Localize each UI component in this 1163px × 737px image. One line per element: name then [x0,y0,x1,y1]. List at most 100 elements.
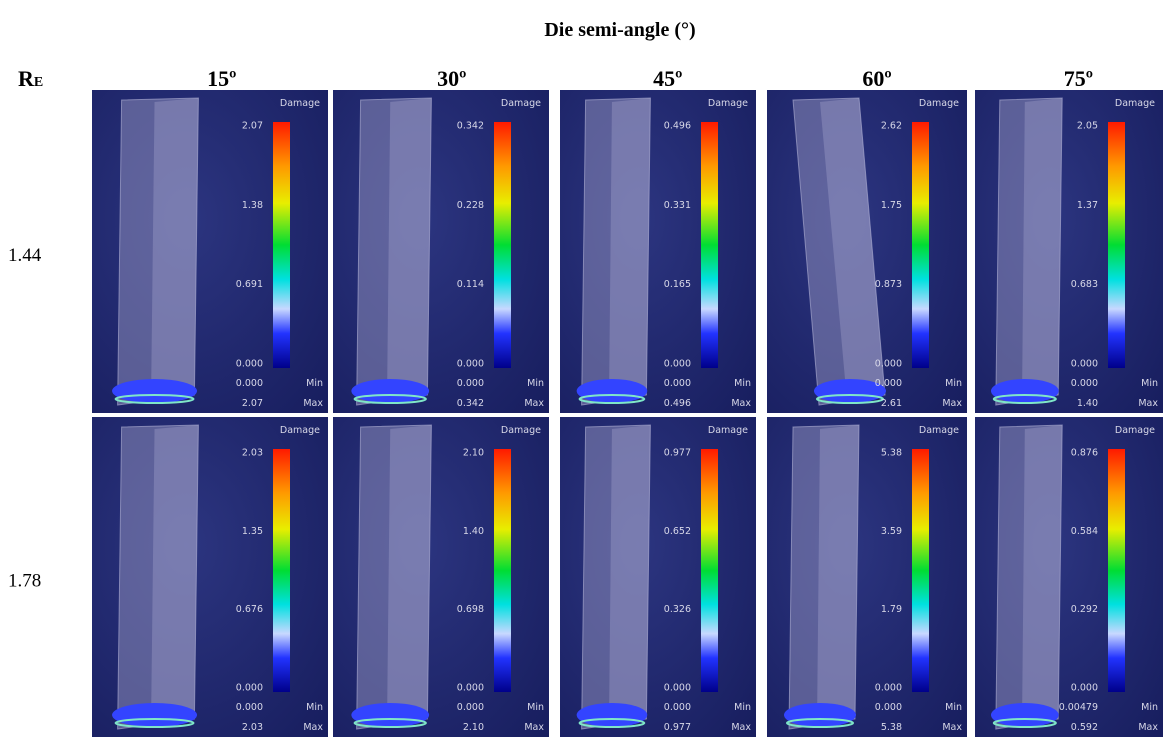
legend-tick-label: 0.000 [457,359,484,370]
max-value: 0.496 [664,398,691,409]
specimen-face [817,425,859,725]
legend-tick-label: 0.000 [1071,359,1098,370]
max-value: 1.40 [1077,398,1098,409]
column-header: 15º [207,66,236,91]
legend-tick-label: 0.676 [236,604,263,615]
legend-title: Damage [708,425,748,436]
max-label: Max [1138,398,1158,409]
max-label: Max [942,722,962,733]
max-label: Max [303,722,323,733]
color-bar [494,122,511,368]
legend-tick-label: 0.000 [875,683,902,694]
damage-zone [577,703,648,727]
max-label: Max [524,722,544,733]
max-label: Max [524,398,544,409]
damage-zone [351,703,429,727]
column-header: 60º [862,66,891,91]
min-label: Min [306,702,323,713]
legend-tick-label: 0.165 [664,279,691,290]
max-value: 0.977 [664,722,691,733]
max-value: 0.592 [1071,722,1098,733]
figure-title: Die semi-angle (°) [544,19,695,41]
legend-tick-label: 0.326 [664,604,691,615]
column-header: 45º [653,66,682,91]
legend-tick-label: 0.228 [457,200,484,211]
legend-tick-label: 0.292 [1071,604,1098,615]
legend-tick-label: 1.75 [881,200,902,211]
min-label: Min [306,378,323,389]
max-value: 2.61 [881,398,902,409]
legend-tick-label: 2.05 [1077,121,1098,132]
max-label: Max [731,398,751,409]
color-bar [1108,449,1125,692]
damage-zone [112,703,197,727]
legend-tick-label: 0.000 [236,359,263,370]
legend-title: Damage [1115,98,1155,109]
max-value: 0.342 [457,398,484,409]
damage-zone [991,379,1059,403]
specimen-face [387,98,431,401]
legend-tick-label: 0.114 [457,279,484,290]
legend-tick-label: 0.496 [664,121,691,132]
specimen-face [1022,425,1062,725]
legend-tick-label: 2.10 [463,448,484,459]
max-label: Max [731,722,751,733]
max-value: 2.07 [242,398,263,409]
legend-title: Damage [919,98,959,109]
min-value: 0.000 [875,702,902,713]
legend-title: Damage [501,425,541,436]
simulation-panel: Damage 0.342 0.228 0.114 0.000 0.000 Min 0.342 M… [333,90,549,413]
legend-tick-label: 0.683 [1071,279,1098,290]
row-header: RE [18,66,43,91]
specimen-face [1022,98,1062,401]
max-value: 2.03 [242,722,263,733]
min-label: Min [945,702,962,713]
min-label: Min [734,378,751,389]
min-value: 0.000 [1071,378,1098,389]
row-header-main: R [18,66,35,91]
legend-tick-label: 2.62 [881,121,902,132]
legend-tick-label: 1.35 [242,526,263,537]
damage-zone [577,379,648,403]
color-bar [912,122,929,368]
color-bar [701,449,718,692]
legend-tick-label: 1.38 [242,200,263,211]
min-value: 0.000 [457,378,484,389]
min-value: 0.000 [664,378,691,389]
color-bar [494,449,511,692]
legend-tick-label: 0.000 [664,683,691,694]
row-label: 1.44 [8,245,42,266]
max-label: Max [303,398,323,409]
color-bar [273,449,290,692]
min-value: 0.000 [236,702,263,713]
legend-tick-label: 0.698 [457,604,484,615]
min-label: Min [527,378,544,389]
simulation-panel: Damage5.383.591.790.0000.000Min5.38Max [767,417,967,737]
legend-title: Damage [919,425,959,436]
legend-tick-label: 0.584 [1071,526,1098,537]
max-label: Max [1138,722,1158,733]
legend-title: Damage [1115,425,1155,436]
legend-tick-label: 0.977 [664,448,691,459]
legend-tick-label: 0.876 [1071,448,1098,459]
specimen-face [151,98,198,401]
min-label: Min [527,702,544,713]
damage-zone [784,703,856,727]
legend-tick-label: 2.07 [242,121,263,132]
legend-title: Damage [501,98,541,109]
simulation-panel: Damage2.031.350.6760.0000.000Min2.03Max [92,417,328,737]
legend-tick-label: 0.652 [664,526,691,537]
row-header-sub: E [34,75,43,90]
legend-title: Damage [708,98,748,109]
legend-tick-label: 1.40 [463,526,484,537]
legend-title: Damage [280,425,320,436]
legend-tick-label: 0.342 [457,121,484,132]
row-label: 1.78 [8,571,41,592]
